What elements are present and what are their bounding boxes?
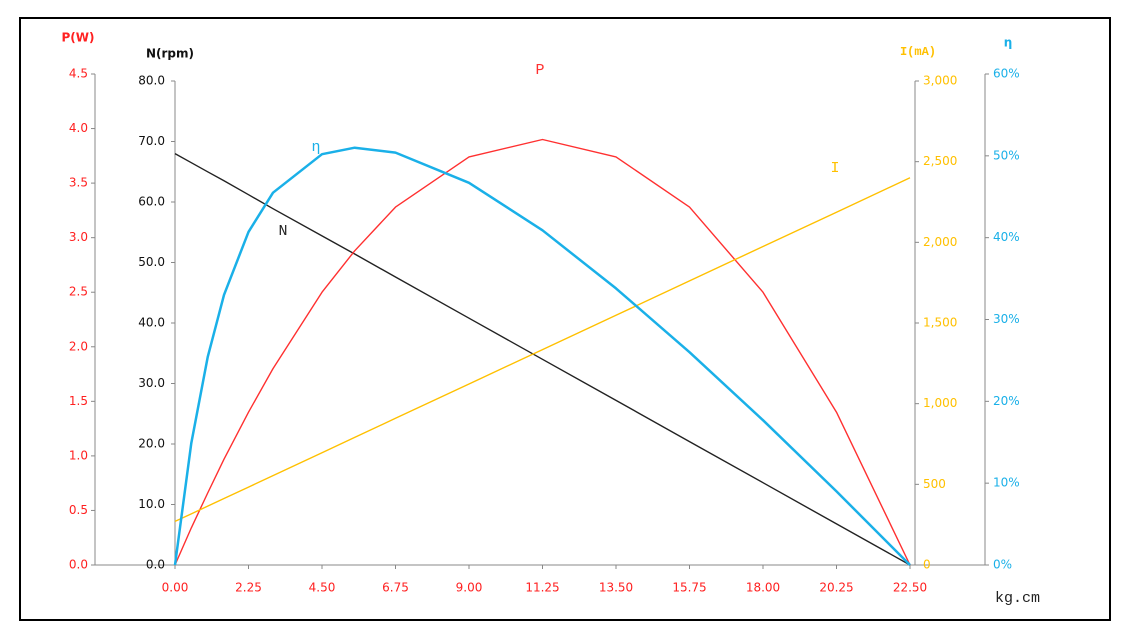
- y-tick-label: 4.0: [69, 121, 88, 135]
- y-tick-label: 30.0: [138, 376, 165, 390]
- y-tick-label: 0%: [993, 558, 1012, 572]
- y-axis-title: N(rpm): [146, 47, 194, 61]
- y-tick-label: 1,500: [923, 316, 957, 330]
- x-tick-label: 18.00: [746, 581, 780, 595]
- x-tick-label: 6.75: [382, 581, 409, 595]
- series-line: [174, 138, 911, 566]
- chart-frame: [19, 17, 1111, 621]
- x-tick-label: 22.50: [893, 581, 927, 595]
- y-tick-label: 40.0: [138, 316, 165, 330]
- series-label: I: [830, 160, 839, 177]
- y-tick-label: 2.0: [69, 339, 88, 353]
- y-tick-label: 500: [923, 477, 946, 491]
- y-tick-label: 1.0: [69, 448, 88, 462]
- y-tick-label: 1.5: [69, 394, 88, 408]
- x-tick-label: 4.50: [309, 581, 336, 595]
- x-tick-label: 9.00: [456, 581, 483, 595]
- y-tick-label: 0.5: [69, 503, 88, 517]
- series-line: [174, 152, 911, 566]
- y-tick-label: 60%: [993, 67, 1020, 81]
- x-tick-label: 0.00: [162, 581, 189, 595]
- y-tick-label: 20.0: [138, 437, 165, 451]
- series-label: N: [278, 223, 287, 240]
- y-tick-label: 80.0: [138, 74, 165, 88]
- y-tick-label: 0: [923, 558, 931, 572]
- series-line: [173, 146, 911, 566]
- y-tick-label: 3.0: [69, 230, 88, 244]
- y-tick-label: 3.5: [69, 176, 88, 190]
- y-tick-label: 20%: [993, 394, 1020, 408]
- y-axis-title: P(W): [62, 31, 95, 45]
- series-line: [174, 177, 911, 523]
- y-tick-label: 10.0: [138, 497, 165, 511]
- y-tick-label: 1,000: [923, 396, 957, 410]
- x-tick-label: 2.25: [235, 581, 262, 595]
- y-tick-label: 0.0: [146, 558, 165, 572]
- y-tick-label: 50%: [993, 148, 1020, 162]
- y-tick-label: 2,500: [923, 154, 957, 168]
- y-tick-label: 3,000: [923, 74, 957, 88]
- series-label: η: [311, 139, 320, 156]
- x-tick-label: 11.25: [525, 581, 559, 595]
- y-tick-label: 0.0: [69, 558, 88, 572]
- x-axis-title: kg.cm: [995, 590, 1040, 607]
- y-tick-label: 2,000: [923, 235, 957, 249]
- x-tick-label: 13.50: [599, 581, 633, 595]
- x-tick-label: 20.25: [819, 581, 853, 595]
- y-tick-label: 40%: [993, 230, 1020, 244]
- y-tick-label: 60.0: [138, 195, 165, 209]
- y-tick-label: 4.5: [69, 67, 88, 81]
- y-axis-title: η: [1004, 36, 1013, 50]
- x-tick-label: 15.75: [672, 581, 706, 595]
- y-tick-label: 2.5: [69, 285, 88, 299]
- y-tick-label: 50.0: [138, 255, 165, 269]
- y-axis-title: I(mA): [900, 45, 936, 59]
- series-label: P: [535, 62, 544, 79]
- y-tick-label: 30%: [993, 312, 1020, 326]
- y-tick-label: 10%: [993, 476, 1020, 490]
- y-tick-label: 70.0: [138, 134, 165, 148]
